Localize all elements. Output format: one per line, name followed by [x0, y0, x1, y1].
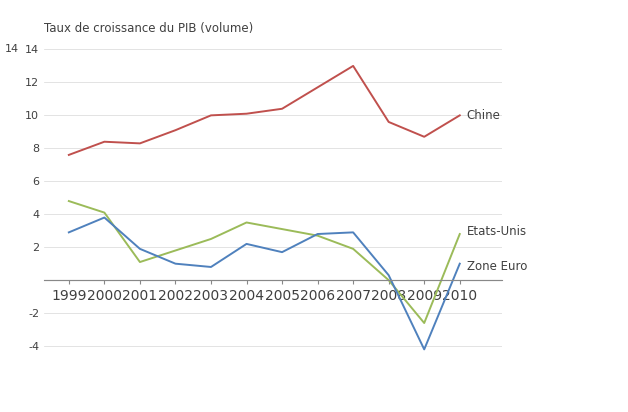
Text: Chine: Chine [467, 109, 501, 122]
Text: Taux de croissance du PIB (volume): Taux de croissance du PIB (volume) [44, 22, 253, 35]
Text: 14: 14 [5, 44, 19, 54]
Text: Zone Euro: Zone Euro [467, 260, 528, 273]
Text: Etats-Unis: Etats-Unis [467, 225, 527, 238]
